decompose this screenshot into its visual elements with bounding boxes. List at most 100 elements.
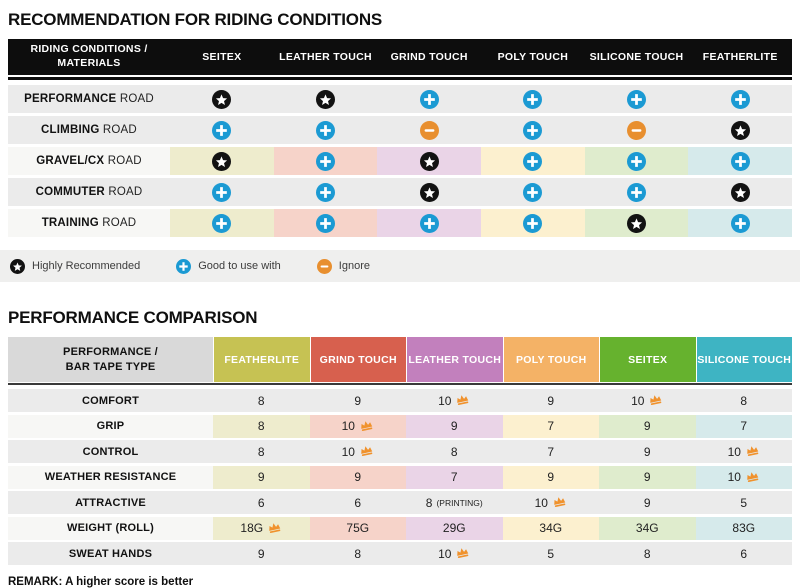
star-icon [730,120,750,140]
crown-icon [267,521,282,536]
crown-icon [552,495,567,510]
rating-cell [170,209,274,237]
score-value: 10 [438,546,452,561]
rating-cell [377,116,482,144]
score-cell: 34G [599,516,696,540]
rating-cell [377,85,482,113]
plus-icon [419,213,439,233]
crown-icon [648,393,663,408]
score-value: 10 [341,419,355,433]
score-value: 18G [240,521,264,535]
crown-icon [745,444,760,459]
riding-row-label: TRAINING ROAD [8,209,170,237]
score-value: 34G [635,521,659,535]
legend-label: Ignore [338,260,370,272]
star-icon [419,182,439,202]
rating-cell [584,147,689,175]
score-cell: 9 [599,440,696,463]
rating-cell [377,209,482,237]
score-cell: 8 [695,389,792,412]
comparison-table-row: COMFORT 8 9 10 9 10 8 [8,389,792,412]
score-value: 9 [450,419,458,433]
bar-tape-column-header: LEATHER TOUCH [406,337,503,382]
rating-cell [170,147,274,175]
score-value: 34G [539,521,563,535]
score-value: 10 [727,470,741,484]
comparison-table-row: ATTRACTIVE 6 6 8 (PRINTING) 10 9 5 [8,491,792,514]
score-cell: 10 [502,491,599,514]
bar-tape-column-header: SEITEX [599,337,696,382]
rating-cell [481,116,585,144]
score-cell: 10 [599,389,696,412]
score-cell: 10 [695,465,792,489]
score-cell: 34G [502,516,599,540]
rating-cell [273,209,378,237]
legend-item: Highly Recommended [10,258,140,274]
material-column-header: LEATHER TOUCH [279,51,372,63]
comparison-title: PERFORMANCE COMPARISON [8,308,258,327]
score-cell: 83G [695,516,792,540]
comparison-table-row: CONTROL 8 10 8 7 9 10 [8,440,792,463]
rating-cell [688,85,793,113]
score-cell: 8 [406,440,503,463]
score-cell: 9 [213,465,310,489]
score-cell: 29G [406,516,503,540]
rating-cell [688,209,793,237]
score-value: 5 [740,495,748,510]
comparison-row-label: SWEAT HANDS [8,542,213,565]
score-cell: 10 [309,414,406,438]
rating-cell [481,85,585,113]
rating-cell [584,209,689,237]
minus-icon [627,120,647,140]
score-value: 8 [257,419,265,433]
rating-cell [688,178,793,206]
score-value: 8 [643,546,651,561]
star-icon [730,182,750,202]
minus-icon [316,258,332,274]
plus-icon [523,213,543,233]
plus-icon [627,182,647,202]
riding-table-header: RIDING CONDITIONS / MATERIALS SEITEX LEAT… [8,39,792,77]
score-value: 75G [346,521,370,535]
score-value: 6 [257,495,265,510]
plus-icon [627,151,647,171]
comparison-row-label: ATTRACTIVE [8,491,213,514]
score-value: 8 [257,444,265,459]
score-value: 9 [643,495,651,510]
star-icon [316,89,335,109]
comparison-table-row: GRIP 8 10 9 7 9 7 [8,414,792,438]
score-cell: 8 (PRINTING) [406,491,503,514]
plus-icon [419,89,439,109]
score-cell: 8 [213,389,310,412]
score-cell: 9 [309,465,406,489]
riding-row-label: PERFORMANCE ROAD [8,85,170,113]
material-column-header: POLY TOUCH [497,51,569,63]
remark-text: REMARK: A higher score is better [8,576,194,588]
comparison-table-corner-label: PERFORMANCE / BAR TAPE TYPE [8,337,213,382]
score-cell: 6 [213,491,310,514]
comparison-section: PERFORMANCE COMPARISON PERFORMANCE / BAR… [8,308,792,588]
plus-icon [730,213,750,233]
score-value: 9 [643,444,651,459]
score-cell: 9 [502,389,599,412]
riding-table-body: PERFORMANCE ROAD CLIMBING ROAD GRAVEL/CX… [8,85,793,237]
plus-icon [316,213,335,233]
rating-cell [377,178,482,206]
comparison-row-label: WEATHER RESISTANCE [8,465,213,489]
score-value: 7 [547,444,555,459]
riding-table-row: PERFORMANCE ROAD [8,85,793,113]
score-cell: 7 [502,414,599,438]
score-cell: 5 [502,542,599,565]
score-cell: 9 [309,389,406,412]
score-value: 5 [547,546,555,561]
score-cell: 9 [599,465,696,489]
comparison-row-label: COMFORT [8,389,213,412]
rating-cell [688,116,793,144]
comparison-row-label: GRIP [8,414,213,438]
plus-icon [316,182,335,202]
score-cell: 6 [695,542,792,565]
score-value: 7 [450,470,458,484]
riding-table-row: TRAINING ROAD [8,209,793,237]
score-cell: 10 [406,389,503,412]
